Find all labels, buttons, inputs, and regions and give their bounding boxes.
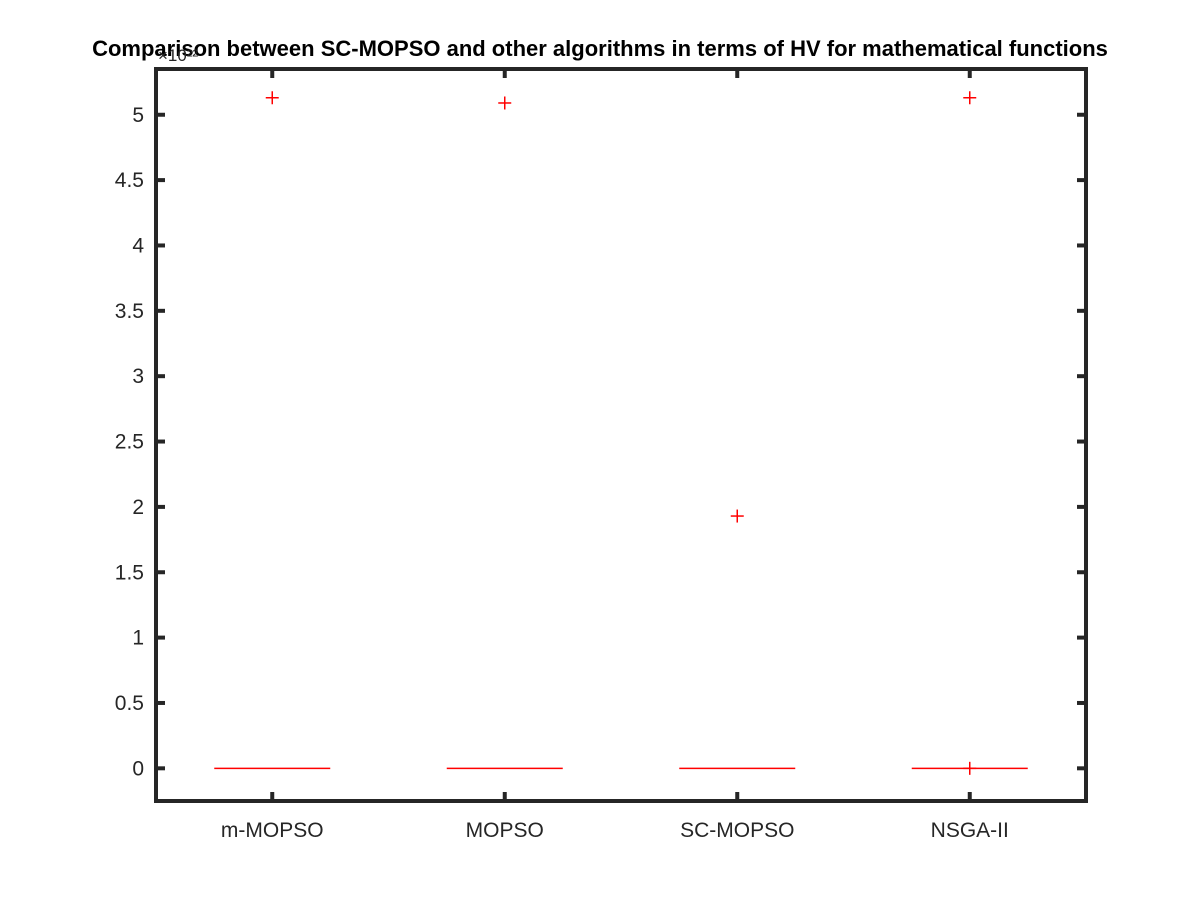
tick-labels: 0 0.5 1 1.5 2 2.5 3 3.5 4 4.5 5 m-MOPSO MOPSO SC-MOPS… (115, 104, 1009, 842)
y-tick-label: 0.5 (115, 692, 144, 715)
y-tick-label: 4.5 (115, 169, 144, 192)
outlier-marker (963, 91, 977, 105)
y-tick-label: 3 (132, 365, 144, 388)
y-exponent-label: ×10²² (158, 46, 198, 65)
y-tick-label: 4 (132, 234, 144, 257)
y-tick-label: 3.5 (115, 300, 144, 323)
outlier-marker (498, 96, 512, 110)
x-tick-label: SC-MOPSO (680, 819, 794, 842)
y-tick-label: 5 (132, 104, 144, 127)
chart-title: Comparison between SC-MOPSO and other al… (92, 36, 1108, 61)
axes-box (154, 67, 1088, 803)
x-tick-label: MOPSO (466, 819, 544, 842)
y-tick-label: 0 (132, 757, 144, 780)
x-tick-label: NSGA-II (931, 819, 1009, 842)
outlier-marker (730, 509, 744, 523)
y-tick-label: 1.5 (115, 561, 144, 584)
outlier-marker (265, 91, 279, 105)
x-tick-label: m-MOPSO (221, 819, 324, 842)
chart-marks (214, 91, 1028, 775)
outlier-marker (963, 761, 977, 775)
y-tick-label: 2.5 (115, 431, 144, 454)
y-tick-label: 2 (132, 496, 144, 519)
y-tick-label: 1 (132, 627, 144, 650)
tick-marks (156, 69, 1086, 801)
